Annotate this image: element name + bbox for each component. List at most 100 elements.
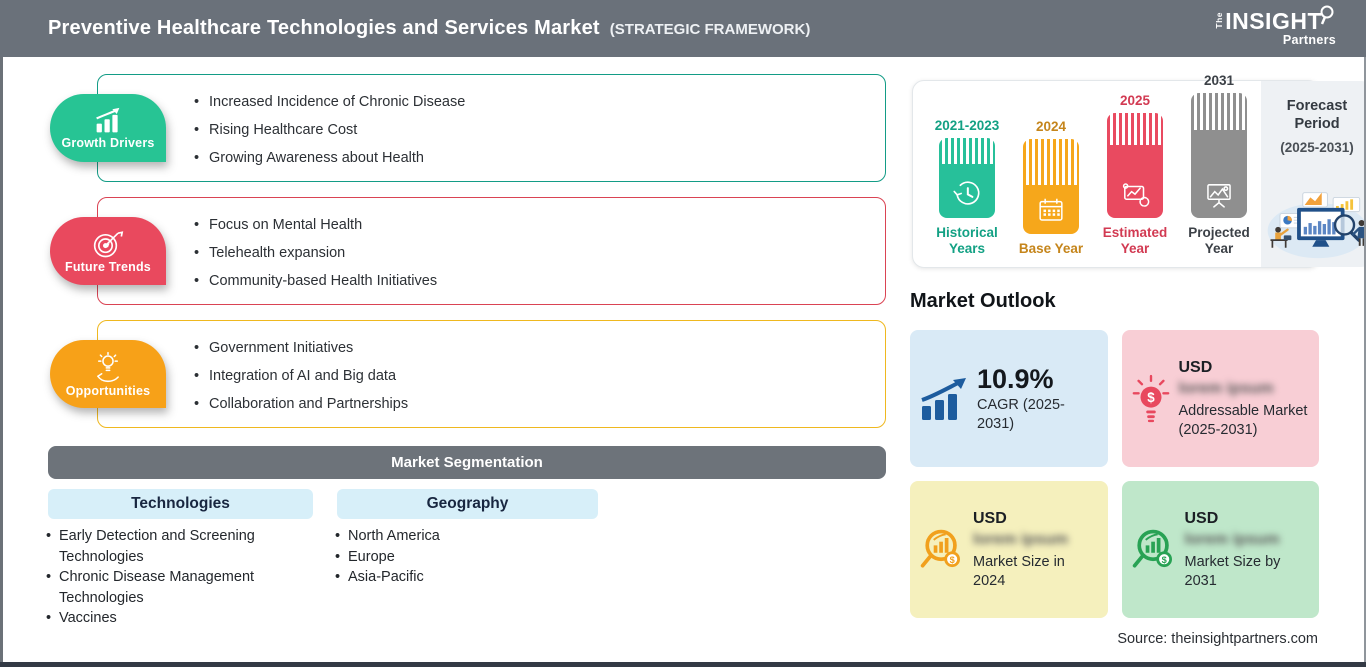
- magnifier-chart-icon: $: [918, 526, 966, 574]
- market-size-2031-card: $ USD lorem ipsum Market Size by 2031: [1121, 481, 1319, 618]
- opportunities-badge: Opportunities: [50, 340, 166, 408]
- cagr-value: 10.9%: [977, 363, 1054, 394]
- badge-label: Opportunities: [65, 383, 151, 398]
- presentation-chart-icon: [1207, 184, 1231, 208]
- geography-list: North America Europe Asia-Pacific: [335, 526, 575, 588]
- list-item: Europe: [335, 547, 575, 568]
- list-item: Vaccines: [46, 608, 268, 629]
- card-label: Market Size by 2031: [1184, 553, 1281, 589]
- list-item: Early Detection and Screening Technologi…: [46, 526, 268, 567]
- growth-drivers-badge: Growth Drivers: [50, 94, 166, 162]
- calendar-icon: [1039, 198, 1063, 221]
- magnifier-chart-icon: $: [1130, 526, 1178, 574]
- list-item: Rising Healthcare Cost: [194, 116, 875, 144]
- market-segmentation-header: Market Segmentation: [48, 446, 886, 479]
- market-size-2024-card: $ USD lorem ipsum Market Size in 2024: [910, 481, 1108, 618]
- list-item: Government Initiatives: [194, 334, 875, 362]
- bar-stripes: [1107, 113, 1163, 145]
- market-outlook-cards: 10.9% CAGR (2025-2031) $ USD l: [910, 330, 1319, 618]
- svg-text:$: $: [950, 554, 955, 564]
- timeline-bars: 2021-2023 Historical Years 2024: [913, 73, 1261, 267]
- list-item: Collaboration and Partnerships: [194, 390, 875, 418]
- list-item: Community-based Health Initiatives: [194, 267, 875, 295]
- list-item: Telehealth expansion: [194, 239, 875, 267]
- page-subtitle: (STRATEGIC FRAMEWORK): [609, 21, 811, 38]
- list-item: North America: [335, 526, 575, 547]
- left-edge-border: [0, 57, 3, 662]
- currency-label: USD: [1178, 358, 1213, 376]
- currency-label: USD: [973, 509, 1007, 527]
- segmentation-column-geography: Geography: [337, 489, 598, 519]
- timeline-base: 2024 Base Year: [1015, 119, 1087, 257]
- timeline-caption: Historical Years: [936, 225, 998, 256]
- bar-body: [1107, 145, 1163, 218]
- logo-row: The INSIGHT: [1214, 5, 1336, 35]
- timeline-bar: [1023, 139, 1079, 234]
- list-item: Growing Awareness about Health: [194, 144, 875, 172]
- list-item: Integration of AI and Big data: [194, 362, 875, 390]
- bar-stripes: [1191, 93, 1247, 130]
- header: Preventive Healthcare Technologies and S…: [0, 0, 1366, 57]
- card-text: USD lorem ipsum Market Size in 2024: [973, 509, 1098, 591]
- column-header: Geography: [426, 495, 509, 512]
- badge-label: Future Trends: [65, 259, 151, 274]
- chart-gear-icon: [1122, 183, 1150, 207]
- growth-drivers-list: Increased Incidence of Chronic Disease R…: [98, 75, 885, 172]
- list-item: Chronic Disease Management Technologies: [46, 567, 268, 608]
- blurred-value: lorem ipsum: [973, 530, 1069, 548]
- timeline-historical: 2021-2023 Historical Years: [931, 118, 1003, 257]
- forecast-period-panel: Forecast Period (2025-2031): [1261, 81, 1366, 267]
- blurred-value: lorem ipsum: [1178, 379, 1274, 397]
- year-label: 2024: [1035, 119, 1067, 134]
- segmentation-column-technologies: Technologies: [48, 489, 313, 519]
- bulb-dollar-icon: $: [1130, 374, 1172, 424]
- market-outlook-title: Market Outlook: [910, 290, 1056, 312]
- hand-bulb-icon: [97, 351, 119, 382]
- svg-text:$: $: [1147, 389, 1155, 404]
- right-edge-border: [1364, 57, 1366, 662]
- bar-stripes: [1023, 139, 1079, 185]
- opportunities-list: Government Initiatives Integration of AI…: [98, 321, 885, 418]
- year-label: 2025: [1119, 93, 1151, 108]
- cagr-label: CAGR (2025-2031): [977, 396, 1065, 432]
- list-item: Asia-Pacific: [335, 567, 575, 588]
- page-title: Preventive Healthcare Technologies and S…: [48, 17, 600, 39]
- growth-chart-icon: [96, 107, 120, 132]
- forecast-range: (2025-2031): [1280, 140, 1354, 155]
- forecast-title: Forecast Period: [1286, 98, 1348, 132]
- year-label: 2031: [1203, 73, 1235, 88]
- year-label: 2021-2023: [934, 118, 1000, 133]
- technologies-list: Early Detection and Screening Technologi…: [46, 526, 268, 629]
- bar-body: [1023, 185, 1079, 234]
- card-text: USD lorem ipsum Addressable Market (2025…: [1179, 358, 1310, 440]
- research-timeline-panel: 2021-2023 Historical Years 2024: [912, 73, 1366, 268]
- bar-body: [1191, 130, 1247, 218]
- bar-body: [939, 164, 995, 218]
- column-header: Technologies: [131, 495, 230, 512]
- insight-partners-logo: The INSIGHT Partners: [1214, 5, 1336, 47]
- opportunities-box: Government Initiatives Integration of AI…: [97, 320, 886, 428]
- card-text: 10.9% CAGR (2025-2031): [977, 364, 1098, 434]
- list-item: Focus on Mental Health: [194, 211, 875, 239]
- blurred-value: lorem ipsum: [1184, 530, 1280, 548]
- timeline-caption: Estimated Year: [1102, 225, 1168, 256]
- future-trends-list: Focus on Mental Health Telehealth expans…: [98, 198, 885, 295]
- timeline-caption: Projected Year: [1188, 225, 1250, 256]
- target-dart-icon: [93, 230, 124, 257]
- history-clock-icon: [953, 181, 980, 205]
- header-titles: Preventive Healthcare Technologies and S…: [48, 17, 810, 40]
- card-label: Market Size in 2024: [973, 553, 1065, 589]
- timeline-estimated: 2025 Estimated Year: [1099, 93, 1171, 257]
- segmentation-title: Market Segmentation: [391, 454, 543, 471]
- logo-insight: INSIGHT: [1225, 8, 1322, 35]
- analytics-illustration: [1267, 192, 1366, 259]
- source-attribution: Source: theinsightpartners.com: [1117, 631, 1318, 647]
- card-text: USD lorem ipsum Market Size by 2031: [1185, 509, 1310, 591]
- timeline-projected: 2031 Projected Year: [1183, 73, 1255, 257]
- badge-label: Growth Drivers: [61, 135, 155, 150]
- timeline-bar: [1191, 93, 1247, 218]
- magnifier-icon: [1320, 5, 1334, 25]
- timeline-bar: [939, 138, 995, 218]
- growth-drivers-box: Increased Incidence of Chronic Disease R…: [97, 74, 886, 182]
